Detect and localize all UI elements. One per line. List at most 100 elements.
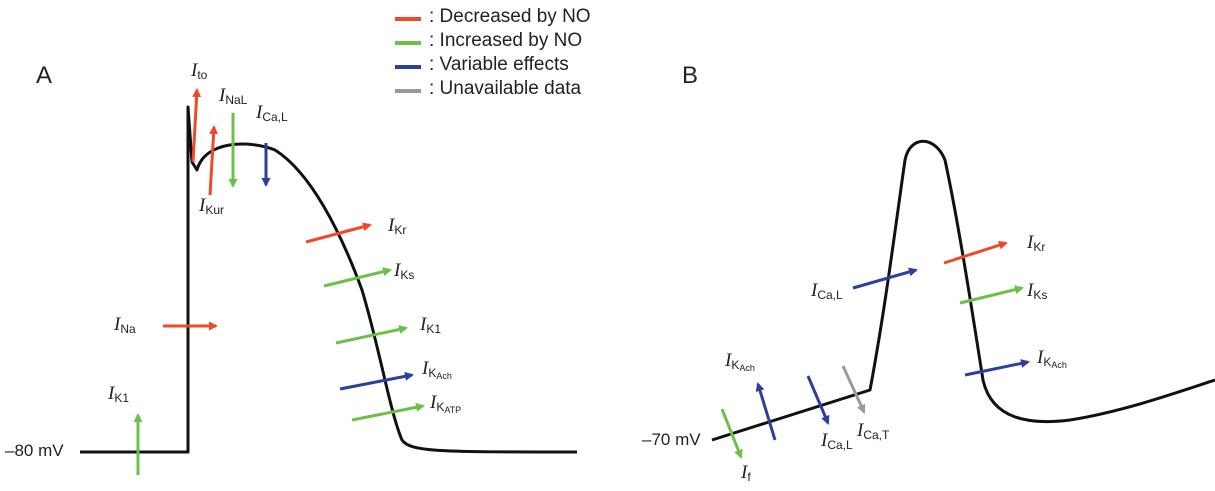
legend-swatch-green <box>395 41 421 45</box>
current-subscript-main: K <box>428 366 437 380</box>
current-symbol: I <box>256 102 263 123</box>
current-label-ikur: IKur <box>199 195 224 217</box>
baseline-label-b: –70 mV <box>642 430 701 449</box>
action-potential-trace-b <box>711 139 1215 442</box>
legend-swatch-red <box>395 17 421 21</box>
legend-label: : Increased by NO <box>429 30 583 51</box>
ikach-arrow-b-right <box>964 359 1030 377</box>
current-subscript: Kr <box>1033 240 1046 254</box>
panel-label-b: B <box>682 62 699 89</box>
current-label-inal: INaL <box>219 85 247 107</box>
current-subscript: KAch <box>428 366 452 381</box>
current-label-iks-b: IKs <box>1027 280 1047 302</box>
legend-label: : Decreased by NO <box>429 6 591 27</box>
current-subscript: Kr <box>394 223 407 237</box>
legend-swatch-blue <box>395 65 421 69</box>
current-symbol: I <box>422 358 429 379</box>
current-label-ikach-b-right: IKAch <box>1037 347 1067 370</box>
current-symbol: I <box>388 215 395 236</box>
current-symbol: I <box>1037 347 1044 368</box>
current-subscript: K1 <box>426 322 442 336</box>
current-subscript: Ks <box>1033 288 1048 302</box>
current-label-if: If <box>741 462 751 484</box>
ical-arrow-b-upper <box>852 267 918 290</box>
panel-label-a: A <box>36 62 53 89</box>
current-symbol: I <box>811 280 818 301</box>
current-label-ina: INa <box>114 314 136 336</box>
current-subscript: NaL <box>225 93 248 107</box>
icat-arrow <box>841 365 866 414</box>
current-label-iks-a: IKs <box>394 260 414 282</box>
current-subscript-main: K <box>1043 355 1052 369</box>
legend-item-variable: : Variable effects <box>395 54 655 78</box>
current-label-ikr-a: IKr <box>388 215 406 237</box>
current-symbol: I <box>191 60 198 81</box>
ikr-arrow-a <box>305 222 372 244</box>
current-symbol: I <box>857 420 864 441</box>
ikur-arrow <box>208 125 219 196</box>
if-arrow <box>720 408 743 459</box>
ikach-arrow-b-left <box>755 382 777 441</box>
current-symbol: I <box>394 260 401 281</box>
current-subscript-minor: Ach <box>739 363 755 373</box>
legend-label: : Variable effects <box>429 54 569 75</box>
current-symbol: I <box>108 383 115 404</box>
current-subscript: Ca,T <box>863 428 890 442</box>
current-symbol: I <box>420 314 427 335</box>
legend-item-increased: : Increased by NO <box>395 30 655 54</box>
ikach-arrow-a <box>339 371 414 391</box>
current-subscript: to <box>197 68 208 82</box>
current-label-ical: ICa,L <box>256 102 288 124</box>
current-subscript: Kur <box>205 203 225 217</box>
current-label-ito: Ito <box>191 60 207 82</box>
current-subscript: f <box>747 470 751 484</box>
legend-label: : Unavailable data <box>429 78 582 99</box>
current-symbol: I <box>725 350 732 371</box>
current-subscript: Ks <box>400 268 415 282</box>
current-symbol: I <box>1027 232 1034 253</box>
current-subscript: Ca,L <box>262 110 288 124</box>
ik1-arrow-upper <box>335 325 408 345</box>
ikr-arrow-b <box>943 240 1008 265</box>
current-subscript: Ca,L <box>827 438 853 452</box>
current-symbol: I <box>430 392 437 413</box>
current-subscript-minor: Ach <box>1051 360 1067 370</box>
current-symbol: I <box>114 314 121 335</box>
current-label-ical-b-lower: ICa,L <box>821 430 853 452</box>
current-symbol: I <box>1027 280 1034 301</box>
current-label-ical-b-upper: ICa,L <box>811 280 843 302</box>
current-label-ik1-upper: IK1 <box>420 314 441 336</box>
legend-item-unavailable: : Unavailable data <box>395 78 655 102</box>
current-label-ikach-b-left: IKAch <box>725 350 755 373</box>
current-symbol: I <box>741 462 748 483</box>
current-subscript: KAch <box>1043 355 1067 370</box>
current-subscript-main: K <box>731 358 740 372</box>
current-subscript-minor: ATP <box>444 405 462 415</box>
current-subscript: Ca,L <box>817 288 843 302</box>
current-subscript-main: K <box>436 400 445 414</box>
iks-arrow-b <box>959 285 1024 305</box>
ikatp-arrow <box>351 402 425 422</box>
current-label-ik1-lower: IK1 <box>108 383 129 405</box>
current-subscript: KAch <box>731 358 755 373</box>
iks-arrow-a <box>323 267 392 288</box>
current-symbol: I <box>199 195 206 216</box>
legend: : Decreased by NO : Increased by NO : Va… <box>395 6 655 102</box>
legend-swatch-gray <box>395 89 421 93</box>
legend-item-decreased: : Decreased by NO <box>395 6 655 30</box>
current-label-icat: ICa,T <box>857 420 889 442</box>
action-potential-trace-a <box>80 105 578 454</box>
current-subscript: K1 <box>114 391 130 405</box>
current-subscript-minor: Ach <box>436 371 452 381</box>
current-symbol: I <box>821 430 828 451</box>
current-symbol: I <box>219 85 226 106</box>
current-label-ikach-a: IKAch <box>422 358 452 381</box>
ito-arrow <box>191 88 202 163</box>
current-label-ikr-b: IKr <box>1027 232 1045 254</box>
current-label-ikatp: IKATP <box>430 392 461 415</box>
current-subscript: KATP <box>436 400 462 415</box>
ical-arrow-b-lower <box>806 375 830 425</box>
current-subscript: Na <box>120 322 136 336</box>
